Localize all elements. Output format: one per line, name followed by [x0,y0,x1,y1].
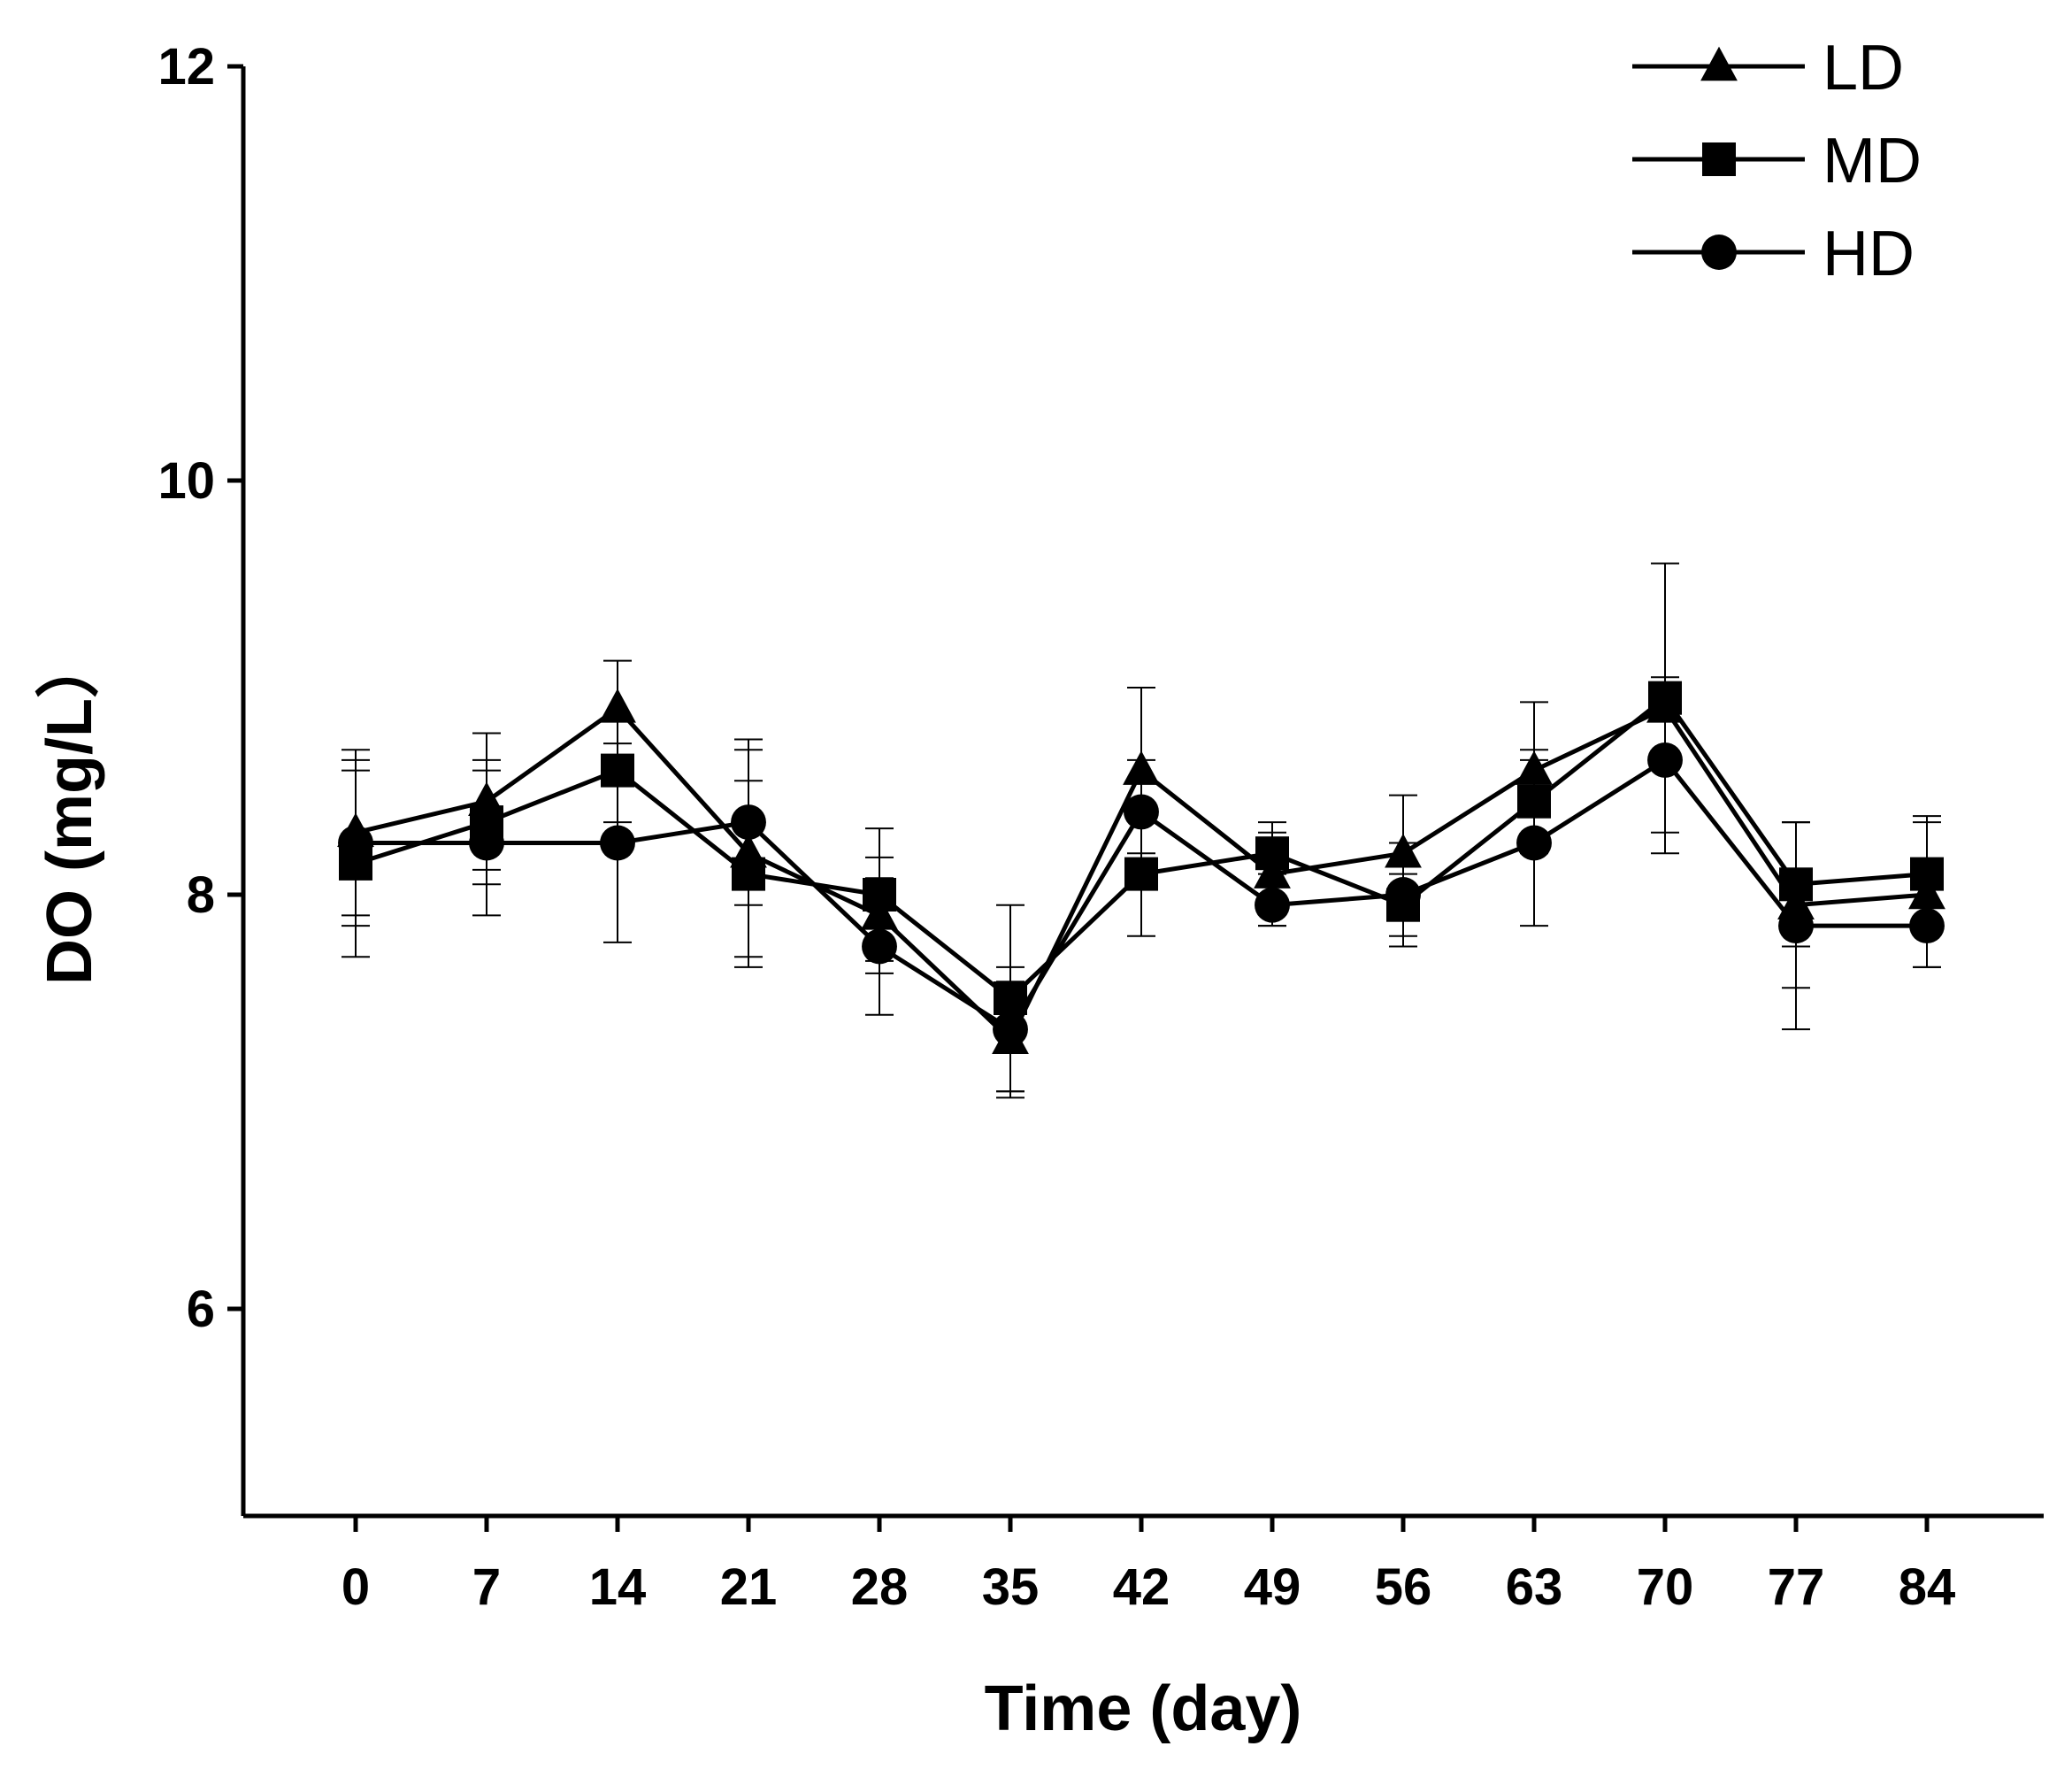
circle-marker [1516,825,1552,861]
x-tick-label: 21 [720,1558,778,1616]
circle-marker [1778,908,1814,944]
x-axis-title: Time (day) [985,1673,1302,1744]
square-marker [732,857,765,891]
x-tick-label: 84 [1899,1558,1956,1616]
square-marker [1648,681,1682,715]
circle-marker [1909,908,1945,944]
x-tick-label: 7 [472,1558,501,1616]
x-tick-label: 77 [1768,1558,1825,1616]
x-tick-label: 28 [851,1558,909,1616]
axes [241,66,2044,1519]
x-tick-label: 0 [341,1558,370,1616]
square-marker [601,753,634,788]
triangle-marker [1123,750,1160,785]
y-tick-label: 6 [187,1281,215,1338]
circle-marker [1124,794,1159,830]
triangle-marker [861,896,898,930]
legend-label: HD [1823,219,1915,289]
x-tick-label: 56 [1375,1558,1432,1616]
x-tick-label: 49 [1244,1558,1301,1616]
triangle-marker [1908,874,1945,910]
circle-marker [1647,742,1683,778]
circle-marker [993,1012,1028,1048]
legend-label: MD [1823,126,1922,196]
y-tick-label: 10 [157,452,215,510]
x-tick-label: 35 [982,1558,1040,1616]
circle-marker [1385,877,1421,912]
square-marker [1255,836,1289,871]
circle-marker [469,825,504,861]
circle-marker [731,804,766,841]
y-tick-label: 12 [157,38,215,96]
x-tick-label: 42 [1113,1558,1170,1616]
square-marker [1702,142,1736,176]
data-markers [337,681,1945,1055]
y-tick-label: 8 [187,866,215,924]
circle-marker [1255,887,1290,923]
circle-marker [1701,235,1737,270]
x-tick-label: 14 [589,1558,647,1616]
y-ticks: 6 8 10 12 [157,38,243,1338]
y-axis-title: DO (mg/L） [35,635,105,985]
x-ticks: 0 7 14 21 28 35 42 49 56 63 70 77 84 [341,1516,1955,1616]
triangle-marker [1385,833,1422,868]
square-marker [1910,857,1944,891]
square-marker [863,878,896,912]
square-marker [1779,867,1813,902]
circle-marker [862,928,897,965]
x-tick-label: 70 [1637,1558,1694,1616]
square-marker [994,981,1027,1015]
square-marker [1517,784,1551,819]
square-marker [1124,857,1158,891]
triangle-marker [1254,854,1291,888]
triangle-marker [1700,46,1738,81]
triangle-marker [599,688,636,723]
circle-marker [600,825,635,861]
legend: LD MD HD [1632,33,1922,289]
circle-marker [338,825,373,861]
triangle-marker [1516,750,1553,785]
x-tick-label: 63 [1506,1558,1563,1616]
legend-label: LD [1823,33,1904,104]
error-bars [341,562,1941,1099]
